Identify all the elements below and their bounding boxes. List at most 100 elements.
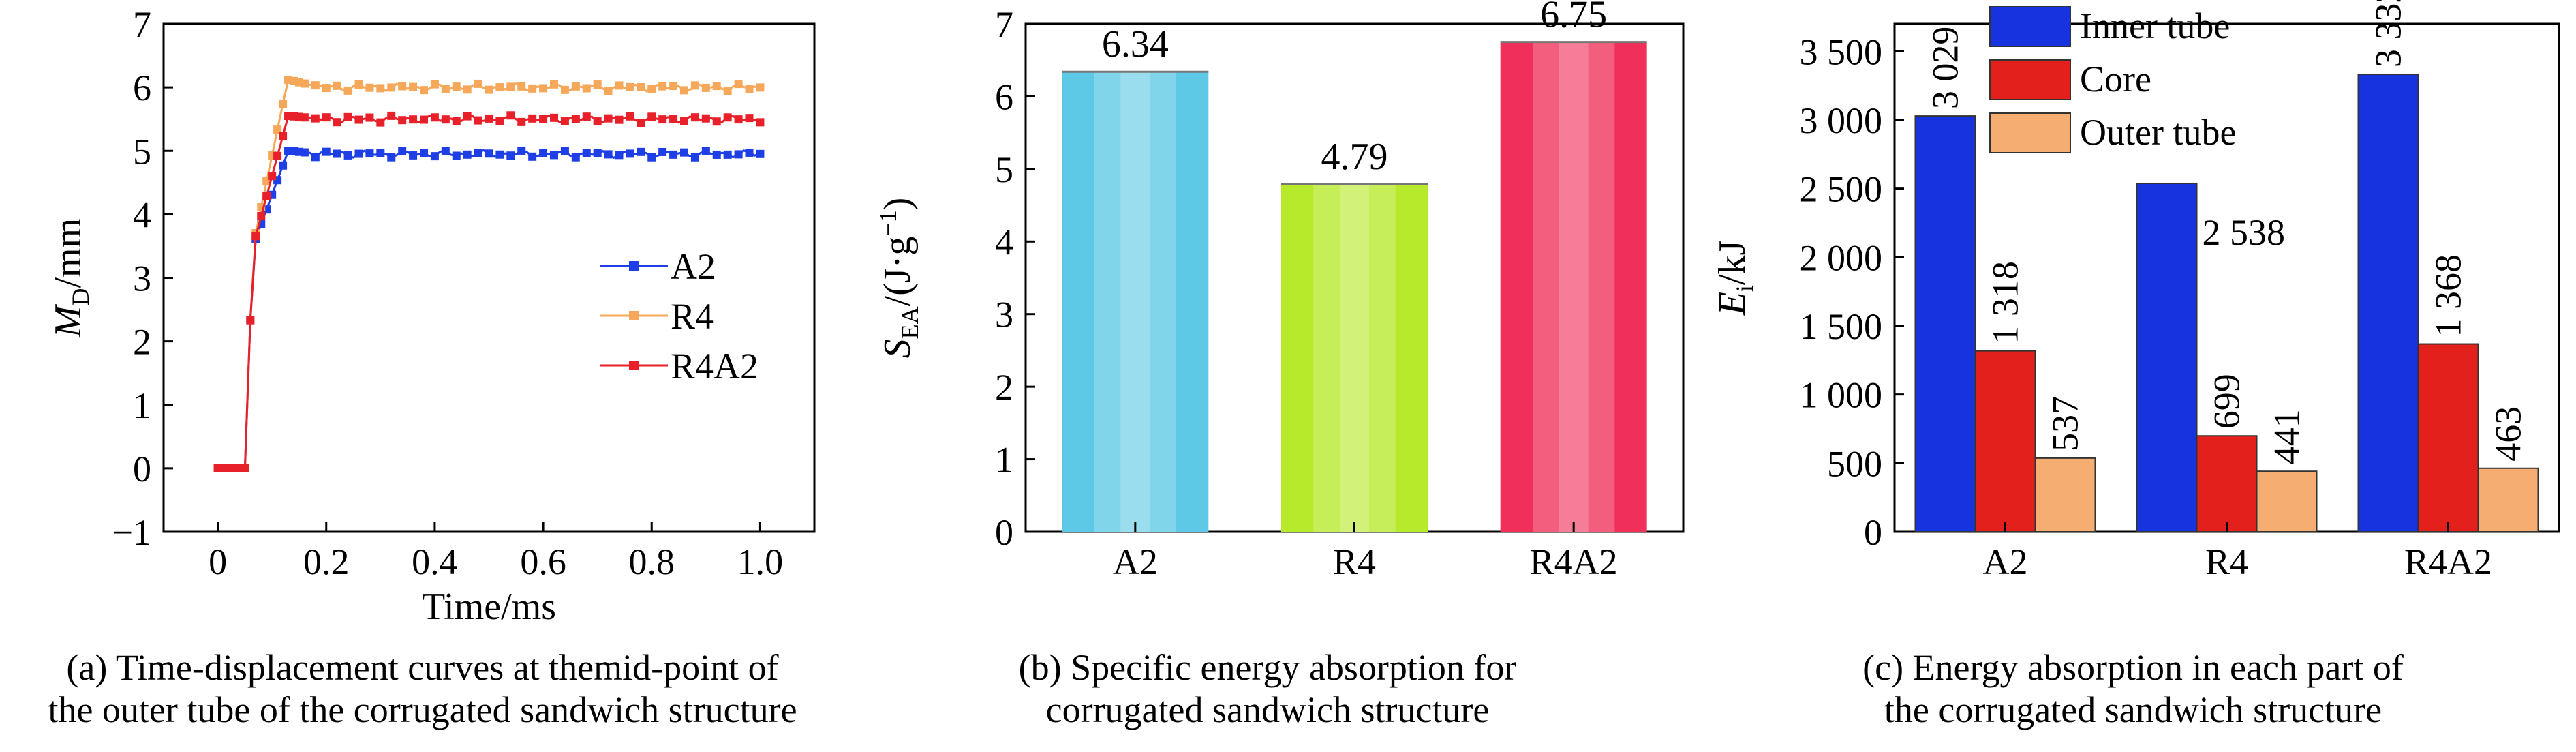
legend-swatch bbox=[1989, 6, 2071, 47]
data-point-r4a2 bbox=[441, 115, 450, 124]
x-tick-label: A2 bbox=[1113, 541, 1158, 582]
bar-outer-tube bbox=[2477, 467, 2539, 533]
x-tick-label: R4 bbox=[2205, 541, 2248, 582]
data-point-r4 bbox=[723, 87, 732, 95]
x-tick-label: 0 bbox=[209, 541, 227, 582]
x-tick-label: A2 bbox=[1983, 541, 2028, 582]
data-point-r4 bbox=[626, 82, 634, 91]
data-point-a2 bbox=[495, 150, 504, 159]
legend-label: Core bbox=[2080, 59, 2151, 100]
data-point-r4 bbox=[452, 82, 461, 91]
x-tick-label: 1.0 bbox=[737, 541, 784, 582]
bar-value-label: 4.79 bbox=[1321, 136, 1388, 178]
caption-a: (a) Time-displacement curves at themid-p… bbox=[0, 646, 845, 731]
data-point-r4a2 bbox=[690, 113, 699, 122]
data-point-r4 bbox=[398, 82, 407, 91]
caption-b-line1: (b) Specific energy absorption for bbox=[1018, 647, 1517, 688]
legend-swatch bbox=[1989, 112, 2071, 153]
data-point-r4 bbox=[669, 82, 678, 91]
data-point-a2 bbox=[712, 150, 721, 159]
bar-value-label: 1 318 bbox=[1985, 261, 2026, 344]
data-point-a2 bbox=[430, 152, 439, 161]
data-point-r4 bbox=[680, 86, 688, 95]
data-point-r4a2 bbox=[365, 113, 374, 122]
data-point-a2 bbox=[474, 149, 482, 157]
x-tick-label: 0.6 bbox=[520, 541, 566, 582]
data-point-a2 bbox=[311, 153, 320, 162]
bar-value-label: 6.34 bbox=[1102, 23, 1169, 65]
data-point-r4 bbox=[604, 87, 613, 95]
x-tick-label: R4 bbox=[1333, 541, 1376, 582]
caption-a-line2: the outer tube of the corrugated sandwic… bbox=[48, 689, 797, 730]
data-point-r4 bbox=[701, 83, 710, 92]
bar-value-label: 3 029 bbox=[1925, 27, 1966, 110]
legend-label: Inner tube bbox=[2080, 5, 2230, 46]
bar-value-label: 6.75 bbox=[1540, 0, 1607, 36]
data-point-r4a2 bbox=[463, 112, 472, 121]
legend-label: R4A2 bbox=[671, 346, 758, 387]
data-point-r4 bbox=[420, 86, 428, 95]
y-tick-label: 0 bbox=[1864, 512, 1882, 553]
y-tick-label: 7 bbox=[133, 4, 151, 45]
data-point-r4 bbox=[354, 80, 363, 89]
data-point-r4a2 bbox=[333, 118, 341, 127]
data-point-a2 bbox=[333, 149, 341, 158]
data-point-r4a2 bbox=[474, 116, 482, 125]
y-axis-label: Ei/kJ bbox=[1711, 241, 1758, 316]
bar-value-label: 441 bbox=[2267, 409, 2307, 464]
bar-outer-tube bbox=[2034, 457, 2096, 533]
legend-swatch bbox=[1989, 59, 2071, 100]
data-point-a2 bbox=[398, 147, 407, 155]
x-tick-label: 0.2 bbox=[303, 541, 350, 582]
legend-swatch-marker bbox=[629, 311, 639, 320]
data-point-a2 bbox=[701, 147, 710, 155]
data-point-r4a2 bbox=[701, 114, 710, 123]
data-point-r4 bbox=[376, 84, 385, 93]
x-tick-label: 0.4 bbox=[412, 541, 458, 582]
y-tick-label: 0 bbox=[995, 512, 1013, 553]
data-point-a2 bbox=[626, 149, 634, 158]
y-axis-label: SEA/(J·g−1) bbox=[874, 198, 923, 359]
y-tick-label: 3 bbox=[995, 295, 1013, 335]
data-point-a2 bbox=[279, 161, 288, 170]
bar-inner-tube bbox=[1914, 115, 1976, 532]
bar-inner-tube bbox=[2136, 182, 2198, 532]
data-point-r4 bbox=[441, 85, 450, 93]
bar-a2 bbox=[1062, 70, 1209, 532]
data-point-r4a2 bbox=[637, 119, 645, 127]
bar-highlight bbox=[1340, 184, 1369, 532]
data-point-r4a2 bbox=[322, 113, 331, 122]
y-tick-label: 1 bbox=[995, 440, 1013, 481]
y-tick-label: 6 bbox=[995, 76, 1013, 117]
bar-core bbox=[1974, 350, 2036, 532]
data-point-r4 bbox=[756, 83, 765, 92]
bar-highlight bbox=[1094, 72, 1177, 532]
data-point-r4 bbox=[485, 85, 493, 94]
bar-body bbox=[1500, 42, 1647, 532]
legend-swatch-marker bbox=[629, 361, 639, 370]
x-tick-label: R4A2 bbox=[2404, 541, 2492, 582]
data-point-a2 bbox=[550, 151, 558, 160]
data-point-r4a2 bbox=[506, 111, 515, 120]
data-point-r4 bbox=[517, 82, 526, 91]
bar-value-label: 463 bbox=[2488, 406, 2529, 462]
y-tick-label: 6 bbox=[133, 67, 151, 108]
caption-c: (c) Energy absorption in each part of th… bbox=[1690, 646, 2576, 731]
data-point-a2 bbox=[593, 149, 602, 157]
bar-core bbox=[2417, 343, 2479, 532]
x-tick-label: 0.8 bbox=[629, 541, 675, 582]
data-point-r4a2 bbox=[604, 114, 613, 123]
bar-value-label: 3 332 bbox=[2368, 0, 2409, 67]
chart-panel-c: 0 500 1 000 1 500 2 000 2 500 3 000 3 500 Ei/kJ 3… bbox=[1690, 0, 2576, 752]
y-tick-label: 2 bbox=[133, 322, 151, 363]
legend-label: Outer tube bbox=[2080, 112, 2236, 153]
data-point-r4a2 bbox=[485, 114, 493, 123]
x-axis-label: Time/ms bbox=[422, 586, 556, 628]
data-point-r4a2 bbox=[452, 117, 461, 125]
data-point-r4a2 bbox=[268, 172, 277, 181]
data-point-a2 bbox=[343, 151, 352, 160]
data-point-a2 bbox=[539, 149, 548, 157]
legend-swatch-marker bbox=[629, 261, 639, 271]
bar-outer-tube bbox=[2256, 470, 2318, 532]
y-tick-label: 4 bbox=[133, 194, 151, 235]
